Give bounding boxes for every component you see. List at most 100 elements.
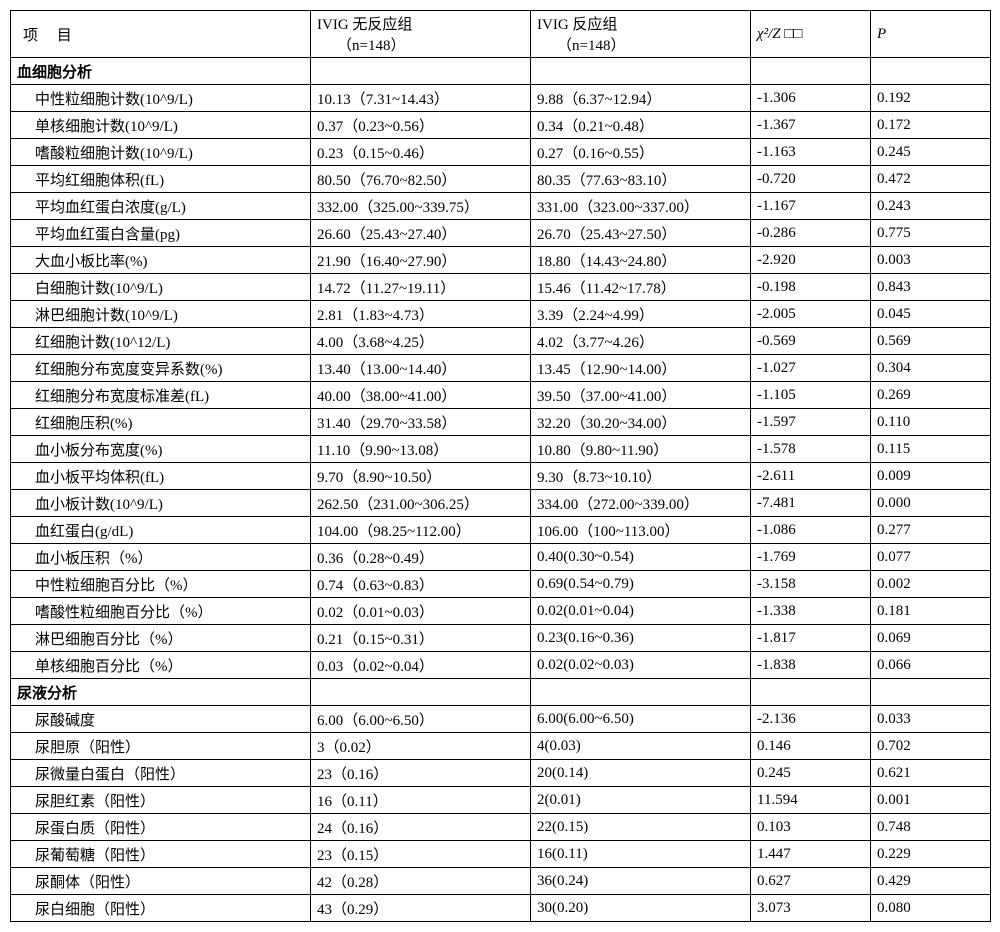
cell-group2: 331.00（323.00~337.00） bbox=[531, 193, 751, 220]
cell-item: 血小板分布宽度(%) bbox=[11, 436, 311, 463]
cell-p: 0.429 bbox=[871, 868, 991, 895]
cell-p: 0.569 bbox=[871, 328, 991, 355]
header-group2-line1: IVIG 反应组 bbox=[537, 13, 744, 34]
cell-stat: 0.245 bbox=[751, 760, 871, 787]
cell-stat: 11.594 bbox=[751, 787, 871, 814]
cell-group2: 0.40(0.30~0.54) bbox=[531, 544, 751, 571]
header-group1: IVIG 无反应组 （n=148） bbox=[311, 11, 531, 58]
cell-stat: -0.720 bbox=[751, 166, 871, 193]
cell-item: 血小板压积（%） bbox=[11, 544, 311, 571]
cell-p: 0.229 bbox=[871, 841, 991, 868]
cell-item: 尿微量白蛋白（阳性） bbox=[11, 760, 311, 787]
header-group2-line2: （n=148） bbox=[537, 34, 744, 55]
cell-group1: 332.00（325.00~339.75） bbox=[311, 193, 531, 220]
cell-group1: 11.10（9.90~13.08） bbox=[311, 436, 531, 463]
cell-group2: 39.50（37.00~41.00） bbox=[531, 382, 751, 409]
header-p: P bbox=[871, 11, 991, 58]
table-row: 红细胞分布宽度变异系数(%)13.40（13.00~14.40）13.45（12… bbox=[11, 355, 991, 382]
cell-p: 0.069 bbox=[871, 625, 991, 652]
table-row: 血小板计数(10^9/L)262.50（231.00~306.25）334.00… bbox=[11, 490, 991, 517]
cell-group1: 13.40（13.00~14.40） bbox=[311, 355, 531, 382]
cell-group1: 4.00（3.68~4.25） bbox=[311, 328, 531, 355]
table-row: 红细胞分布宽度标准差(fL)40.00（38.00~41.00）39.50（37… bbox=[11, 382, 991, 409]
cell-group2: 0.02(0.02~0.03) bbox=[531, 652, 751, 679]
cell-group2: 80.35（77.63~83.10） bbox=[531, 166, 751, 193]
cell-stat: -2.005 bbox=[751, 301, 871, 328]
cell-p: 0.245 bbox=[871, 139, 991, 166]
table-row: 血小板压积（%）0.36（0.28~0.49）0.40(0.30~0.54)-1… bbox=[11, 544, 991, 571]
cell-p: 0.192 bbox=[871, 85, 991, 112]
cell-p: 0.843 bbox=[871, 274, 991, 301]
cell-p: 0.472 bbox=[871, 166, 991, 193]
cell-group2: 32.20（30.20~34.00） bbox=[531, 409, 751, 436]
cell-group1: 9.70（8.90~10.50） bbox=[311, 463, 531, 490]
cell-item: 平均红细胞体积(fL) bbox=[11, 166, 311, 193]
cell-group2: 2(0.01) bbox=[531, 787, 751, 814]
table-row: 白细胞计数(10^9/L)14.72（11.27~19.11）15.46（11.… bbox=[11, 274, 991, 301]
table-row: 中性粒细胞计数(10^9/L)10.13（7.31~14.43）9.88（6.3… bbox=[11, 85, 991, 112]
cell-group2: 334.00（272.00~339.00） bbox=[531, 490, 751, 517]
table-row: 尿酮体（阳性）42（0.28）36(0.24)0.6270.429 bbox=[11, 868, 991, 895]
empty-cell bbox=[311, 679, 531, 706]
table-body: 血细胞分析中性粒细胞计数(10^9/L)10.13（7.31~14.43）9.8… bbox=[11, 58, 991, 922]
cell-group1: 2.81（1.83~4.73） bbox=[311, 301, 531, 328]
cell-group2: 0.34（0.21~0.48） bbox=[531, 112, 751, 139]
cell-p: 0.181 bbox=[871, 598, 991, 625]
cell-group1: 10.13（7.31~14.43） bbox=[311, 85, 531, 112]
cell-p: 0.001 bbox=[871, 787, 991, 814]
cell-stat: -1.817 bbox=[751, 625, 871, 652]
cell-stat: -1.027 bbox=[751, 355, 871, 382]
cell-group1: 0.02（0.01~0.03） bbox=[311, 598, 531, 625]
table-row: 尿微量白蛋白（阳性）23（0.16）20(0.14)0.2450.621 bbox=[11, 760, 991, 787]
cell-group1: 0.74（0.63~0.83） bbox=[311, 571, 531, 598]
cell-stat: -1.306 bbox=[751, 85, 871, 112]
cell-group1: 80.50（76.70~82.50） bbox=[311, 166, 531, 193]
cell-stat: -1.105 bbox=[751, 382, 871, 409]
cell-item: 血红蛋白(g/dL) bbox=[11, 517, 311, 544]
cell-p: 0.066 bbox=[871, 652, 991, 679]
cell-stat: -1.163 bbox=[751, 139, 871, 166]
cell-stat: -1.578 bbox=[751, 436, 871, 463]
table-row: 红细胞计数(10^12/L)4.00（3.68~4.25）4.02（3.77~4… bbox=[11, 328, 991, 355]
cell-stat: -1.838 bbox=[751, 652, 871, 679]
cell-p: 0.702 bbox=[871, 733, 991, 760]
cell-stat: 0.146 bbox=[751, 733, 871, 760]
cell-item: 中性粒细胞百分比（%） bbox=[11, 571, 311, 598]
table-row: 单核细胞百分比（%）0.03（0.02~0.04）0.02(0.02~0.03)… bbox=[11, 652, 991, 679]
table-row: 嗜酸性粒细胞百分比（%）0.02（0.01~0.03）0.02(0.01~0.0… bbox=[11, 598, 991, 625]
header-stat-symbol: χ²/Z bbox=[757, 26, 781, 42]
cell-group2: 18.80（14.43~24.80） bbox=[531, 247, 751, 274]
cell-group2: 10.80（9.80~11.90） bbox=[531, 436, 751, 463]
cell-item: 单核细胞百分比（%） bbox=[11, 652, 311, 679]
cell-group1: 14.72（11.27~19.11） bbox=[311, 274, 531, 301]
cell-item: 尿葡萄糖（阳性） bbox=[11, 841, 311, 868]
cell-p: 0.033 bbox=[871, 706, 991, 733]
cell-group1: 42（0.28） bbox=[311, 868, 531, 895]
table-row: 尿白细胞（阳性）43（0.29）30(0.20)3.0730.080 bbox=[11, 895, 991, 922]
cell-p: 0.080 bbox=[871, 895, 991, 922]
cell-stat: -1.367 bbox=[751, 112, 871, 139]
empty-cell bbox=[751, 679, 871, 706]
cell-p: 0.269 bbox=[871, 382, 991, 409]
header-stat-suffix: □□ bbox=[781, 26, 803, 42]
header-item: 项 目 bbox=[11, 11, 311, 58]
cell-p: 0.077 bbox=[871, 544, 991, 571]
cell-item: 红细胞计数(10^12/L) bbox=[11, 328, 311, 355]
cell-group2: 0.69(0.54~0.79) bbox=[531, 571, 751, 598]
cell-p: 0.304 bbox=[871, 355, 991, 382]
cell-stat: -0.286 bbox=[751, 220, 871, 247]
cell-group2: 0.02(0.01~0.04) bbox=[531, 598, 751, 625]
cell-p: 0.172 bbox=[871, 112, 991, 139]
cell-item: 血小板计数(10^9/L) bbox=[11, 490, 311, 517]
cell-stat: -2.611 bbox=[751, 463, 871, 490]
cell-stat: 0.627 bbox=[751, 868, 871, 895]
cell-item: 嗜酸粒细胞计数(10^9/L) bbox=[11, 139, 311, 166]
empty-cell bbox=[311, 58, 531, 85]
cell-group1: 23（0.15） bbox=[311, 841, 531, 868]
cell-item: 白细胞计数(10^9/L) bbox=[11, 274, 311, 301]
cell-group1: 23（0.16） bbox=[311, 760, 531, 787]
cell-group2: 9.88（6.37~12.94） bbox=[531, 85, 751, 112]
cell-group2: 26.70（25.43~27.50） bbox=[531, 220, 751, 247]
cell-item: 红细胞压积(%) bbox=[11, 409, 311, 436]
cell-item: 尿酮体（阳性） bbox=[11, 868, 311, 895]
